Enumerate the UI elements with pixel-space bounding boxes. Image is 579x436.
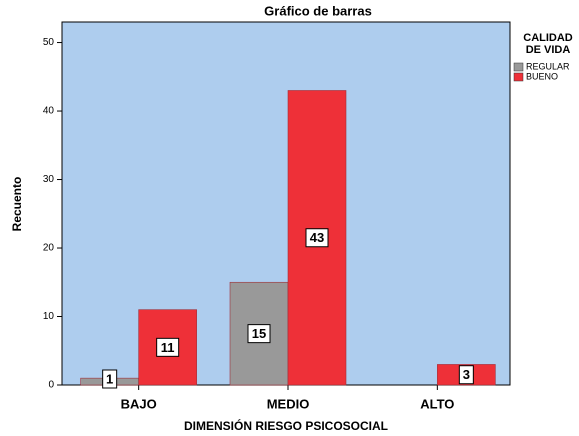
data-label-box bbox=[156, 337, 180, 357]
data-label-text: 3 bbox=[463, 367, 470, 382]
y-tick-label: 40 bbox=[43, 106, 55, 117]
legend-swatch bbox=[513, 62, 524, 72]
data-label: 15 bbox=[247, 324, 271, 344]
legend-title: DE VIDA bbox=[526, 44, 571, 56]
chart-title: Gráfico de barras bbox=[264, 3, 372, 18]
y-tick-label: 10 bbox=[43, 311, 55, 322]
x-tick-label: MEDIO bbox=[267, 396, 310, 411]
data-label: 43 bbox=[305, 228, 329, 248]
y-tick-label: 30 bbox=[43, 174, 55, 185]
legend-swatch bbox=[513, 72, 524, 82]
y-tick-label: 20 bbox=[43, 243, 55, 254]
data-label-text: 11 bbox=[161, 340, 175, 355]
legend-title: CALIDAD bbox=[523, 32, 573, 44]
legend-label: BUENO bbox=[526, 71, 558, 81]
legend-label: REGULAR bbox=[526, 61, 570, 71]
data-label-box bbox=[102, 369, 118, 389]
data-label-box bbox=[305, 228, 329, 248]
x-tick-label: BAJO bbox=[121, 396, 157, 411]
x-axis-label: DIMENSIÓN RIESGO PSICOSOCIAL bbox=[184, 418, 388, 433]
data-label-box bbox=[247, 324, 271, 344]
y-tick-label: 50 bbox=[43, 37, 55, 48]
y-tick-label: 0 bbox=[48, 380, 54, 391]
x-tick-label: ALTO bbox=[420, 396, 454, 411]
data-label-box bbox=[458, 365, 474, 385]
data-label-text: 43 bbox=[310, 230, 324, 245]
data-label-text: 1 bbox=[106, 371, 113, 386]
data-label: 3 bbox=[458, 365, 474, 385]
data-label: 11 bbox=[156, 337, 180, 357]
data-label-text: 15 bbox=[252, 326, 266, 341]
data-label: 1 bbox=[102, 369, 118, 389]
y-axis-label: Recuento bbox=[10, 177, 24, 232]
